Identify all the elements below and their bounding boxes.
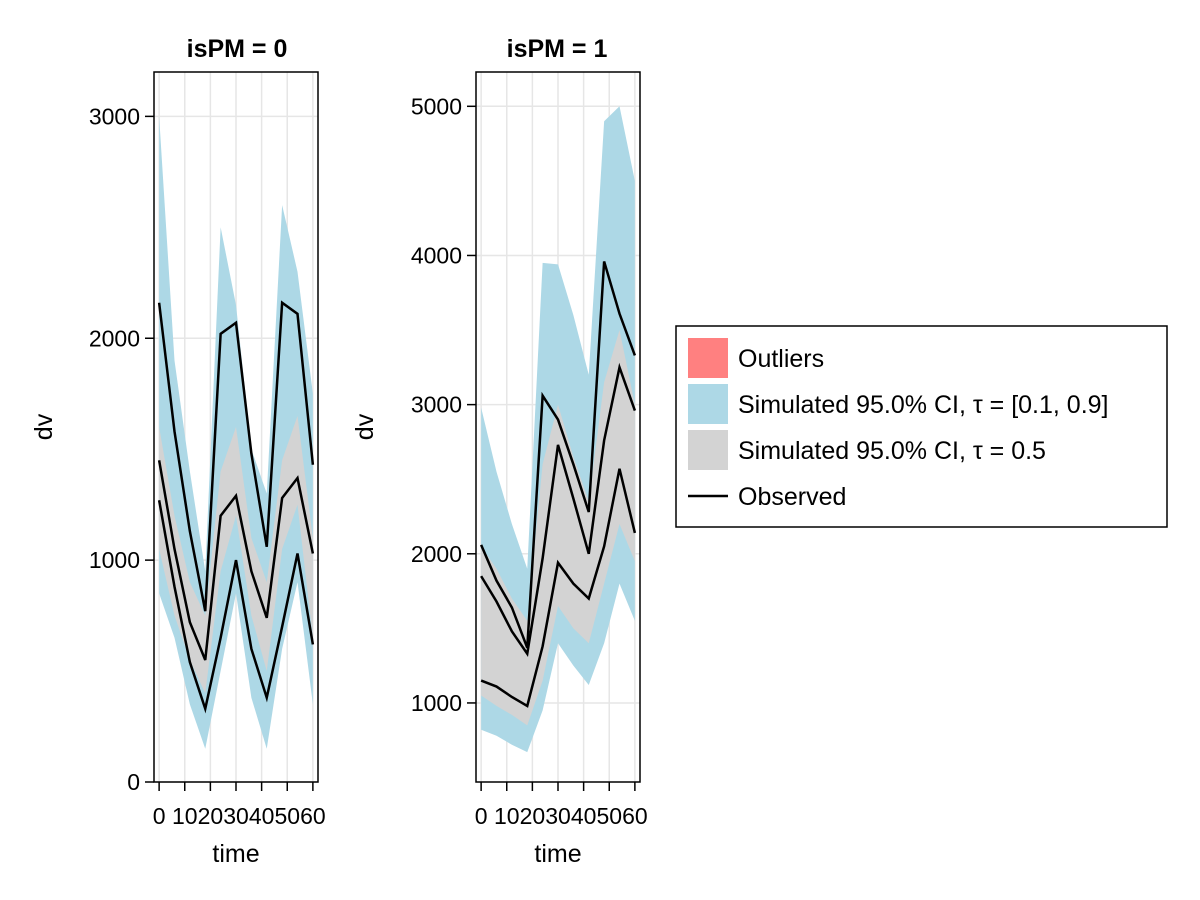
bands xyxy=(159,116,313,749)
legend-swatch-median-band xyxy=(688,430,728,470)
x-tick-label: 0 xyxy=(475,803,488,829)
x-tick-label: 50 xyxy=(274,803,300,829)
y-tick-label: 4000 xyxy=(411,242,462,268)
observed-line-lower xyxy=(157,500,315,714)
panel-title: isPM = 1 xyxy=(507,35,608,63)
observed-lines xyxy=(157,300,315,714)
panel-ispm-1: isPM = 1 1000 2000 3000 4000 5000 0 10 20 30 40 5… xyxy=(351,35,648,868)
y-tick-label: 3000 xyxy=(89,103,140,129)
panel-title: isPM = 0 xyxy=(187,35,288,63)
x-tick-label: 30 xyxy=(223,803,249,829)
legend-label-outer-band: Simulated 95.0% CI, τ = [0.1, 0.9] xyxy=(738,391,1109,419)
x-axis-title: time xyxy=(534,840,581,868)
y-tick-label: 3000 xyxy=(411,392,462,418)
y-axis-title: dv xyxy=(351,413,379,440)
x-tick-label: 10 xyxy=(494,803,520,829)
x-tick-label: 60 xyxy=(300,803,326,829)
y-tick-label: 2000 xyxy=(411,541,462,567)
x-tick-label: 10 xyxy=(172,803,198,829)
y-tick-label: 1000 xyxy=(411,690,462,716)
x-tick-label: 20 xyxy=(198,803,224,829)
y-axis: 1000 2000 3000 4000 5000 xyxy=(411,93,476,716)
x-axis-title: time xyxy=(212,840,259,868)
x-tick-label: 0 xyxy=(153,803,166,829)
y-tick-label: 5000 xyxy=(411,93,462,119)
legend: Outliers Simulated 95.0% CI, τ = [0.1, 0… xyxy=(675,325,1168,528)
legend-label-observed: Observed xyxy=(738,483,846,511)
legend-label-median-band: Simulated 95.0% CI, τ = 0.5 xyxy=(738,437,1046,465)
legend-box xyxy=(675,325,1168,528)
x-axis: 0 10 20 30 40 50 60 xyxy=(475,782,648,829)
legend-swatch-outliers xyxy=(688,338,728,378)
observed-lines xyxy=(479,261,637,708)
observed-line-upper xyxy=(157,300,315,612)
legend-swatch-outer-band xyxy=(688,384,728,424)
y-tick-label: 1000 xyxy=(89,547,140,573)
observed-line-median xyxy=(157,460,315,661)
x-tick-label: 60 xyxy=(622,803,648,829)
legend-label-outliers: Outliers xyxy=(738,345,824,373)
observed-line-median xyxy=(480,362,637,658)
y-axis: 0 1000 2000 3000 xyxy=(89,103,154,795)
observed-line-lower xyxy=(480,468,637,708)
x-tick-label: 20 xyxy=(520,803,546,829)
y-axis-title: dv xyxy=(30,413,58,440)
x-tick-label: 50 xyxy=(596,803,622,829)
x-tick-label: 40 xyxy=(249,803,275,829)
y-tick-label: 2000 xyxy=(89,325,140,351)
observed-line-upper xyxy=(479,261,637,649)
x-tick-label: 30 xyxy=(545,803,571,829)
median-ci-band xyxy=(159,415,313,694)
x-tick-label: 40 xyxy=(571,803,597,829)
y-tick-label: 0 xyxy=(127,769,140,795)
x-axis: 0 10 20 30 40 50 60 xyxy=(153,782,326,829)
